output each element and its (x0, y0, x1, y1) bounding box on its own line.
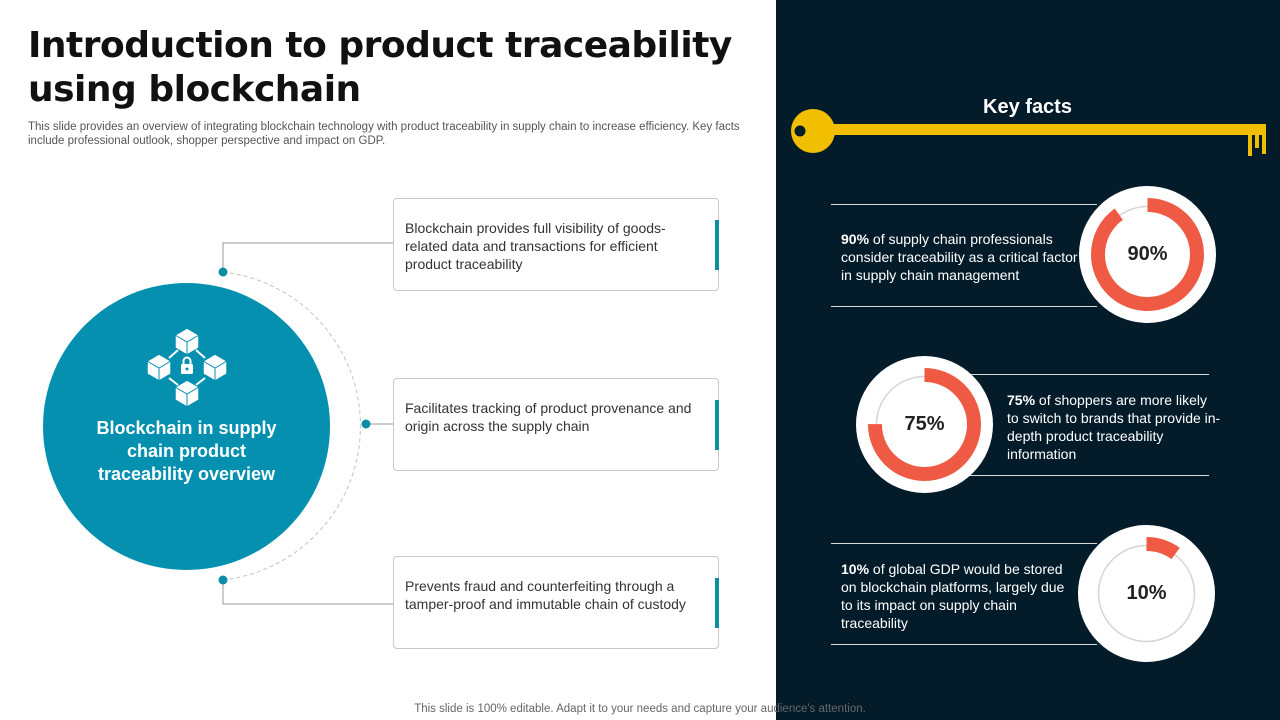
connector-lines (218, 242, 393, 605)
fact-description: of shoppers are more likely to switch to… (1007, 392, 1221, 462)
key-icon (791, 109, 1266, 156)
fact-description: of global GDP would be stored on blockch… (841, 561, 1065, 631)
fact-divider (831, 204, 1097, 205)
dot-top (218, 267, 228, 277)
percent-ring: 10% (1078, 525, 1215, 662)
point-box: Blockchain provides full visibility of g… (393, 198, 719, 291)
box-accent (715, 400, 719, 450)
page-title: Introduction to product traceability usi… (28, 25, 732, 110)
percent-ring: 75% (856, 356, 993, 493)
point-text: Facilitates tracking of product provenan… (405, 400, 692, 434)
point-box: Facilitates tracking of product provenan… (393, 378, 719, 471)
fact-divider (960, 374, 1209, 375)
ring-percent: 90% (1127, 243, 1168, 265)
connector-bottom (222, 580, 393, 605)
fact-divider (831, 644, 1097, 645)
ring-percent: 75% (904, 413, 945, 435)
point-text: Blockchain provides full visibility of g… (405, 220, 666, 272)
dashed-arc (222, 271, 361, 581)
ring-chart (856, 356, 993, 493)
fact-text: 10% of global GDP would be stored on blo… (841, 560, 1076, 632)
ring-arc (1090, 537, 1203, 650)
key-facts-title: Key facts (983, 96, 1072, 118)
fact-value: 75% (1007, 392, 1036, 408)
footer-note: This slide is 100% editable. Adapt it to… (414, 703, 866, 715)
point-box: Prevents fraud and counterfeiting throug… (393, 556, 719, 649)
box-accent (715, 578, 719, 628)
ring-chart (1079, 186, 1216, 323)
center-label: Blockchain in supply chain product trace… (96, 418, 277, 484)
dot-middle (361, 419, 371, 429)
fact-text: 90% of supply chain professionals consid… (841, 230, 1081, 284)
ring-arc (868, 368, 981, 481)
fact-divider (831, 306, 1097, 307)
blockchain-lock-icon (146, 327, 228, 408)
connector-top (222, 242, 393, 272)
ring-percent: 10% (1126, 582, 1167, 604)
ring-arc (1091, 198, 1204, 311)
point-text: Prevents fraud and counterfeiting throug… (405, 578, 686, 612)
ring-chart (1078, 525, 1215, 662)
percent-ring: 90% (1079, 186, 1216, 323)
fact-divider (960, 475, 1209, 476)
fact-text: 75% of shoppers are more likely to switc… (1007, 391, 1222, 463)
dot-bottom (218, 575, 228, 585)
fact-value: 90% (841, 231, 870, 247)
fact-value: 10% (841, 561, 870, 577)
box-accent (715, 220, 719, 270)
fact-divider (831, 543, 1097, 544)
page-subtitle: This slide provides an overview of integ… (28, 121, 740, 147)
fact-description: of supply chain professionals consider t… (841, 231, 1078, 283)
